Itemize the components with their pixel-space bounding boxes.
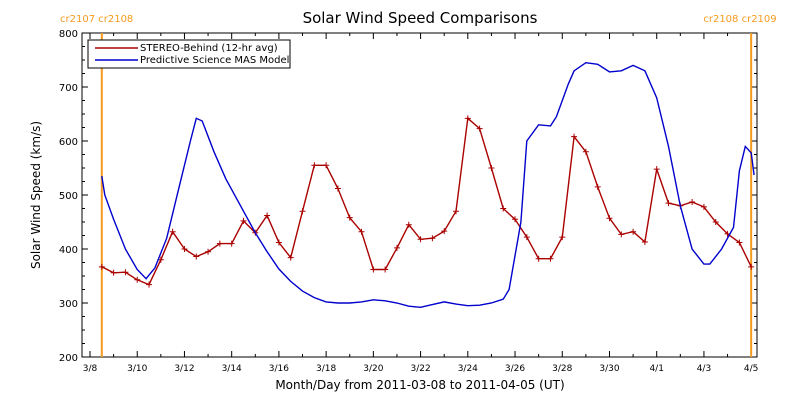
data-point-marker [665, 200, 672, 207]
data-point-marker [405, 221, 412, 228]
data-point-marker [582, 148, 589, 155]
plot-frame [81, 32, 758, 358]
x-tick-label: 4/3 [697, 364, 711, 374]
x-tick-label: 4/1 [649, 364, 663, 374]
data-point-marker [169, 228, 176, 235]
data-point-marker [653, 166, 660, 173]
data-point-marker [488, 165, 495, 171]
data-point-marker [134, 276, 141, 283]
x-tick-label: 3/30 [599, 364, 619, 374]
data-point-marker [358, 228, 365, 235]
x-axis-label: Month/Day from 2011-03-08 to 2011-04-05 … [275, 378, 564, 392]
chart-title: Solar Wind Speed Comparisons [303, 9, 538, 27]
x-tick-label: 3/22 [410, 364, 430, 374]
data-point-marker [275, 239, 282, 246]
data-point-marker [334, 185, 341, 192]
data-point-marker [606, 215, 613, 222]
data-point-marker [547, 255, 554, 262]
data-point-marker [689, 199, 696, 206]
y-tick-label: 800 [59, 29, 78, 40]
x-tick-label: 3/20 [363, 364, 383, 374]
series-layer [98, 61, 755, 309]
data-point-marker [240, 217, 247, 224]
x-tick-label: 3/28 [552, 364, 572, 374]
x-tick-label: 3/26 [505, 364, 525, 374]
y-tick-label: 200 [59, 353, 78, 364]
x-tick-label: 3/8 [83, 364, 98, 374]
data-point-marker [370, 266, 377, 273]
data-point-marker [228, 240, 235, 247]
data-point-marker [193, 253, 200, 260]
x-tick-label: 3/10 [127, 364, 147, 374]
x-tick-label: 3/18 [316, 364, 336, 374]
y-tick-label: 400 [59, 245, 78, 256]
y-tick-label: 700 [59, 83, 78, 94]
data-point-marker [287, 254, 294, 261]
data-point-marker [441, 228, 448, 235]
data-point-marker [181, 246, 188, 252]
data-point-marker [712, 219, 719, 225]
stereo-behind-line [101, 116, 752, 286]
data-point-marker [476, 125, 483, 132]
x-tick-label: 3/14 [222, 364, 242, 374]
data-point-marker [641, 238, 648, 245]
data-point-marker [535, 255, 542, 262]
x-tick-label: 3/16 [269, 364, 289, 374]
data-point-marker [146, 281, 153, 288]
data-point-marker [417, 236, 424, 243]
data-point-marker [264, 212, 271, 219]
data-point-marker [205, 248, 212, 255]
y-tick-label: 300 [59, 299, 78, 310]
data-point-marker [382, 266, 389, 273]
data-point-marker [630, 228, 637, 235]
y-axis-label: Solar Wind Speed (km/s) [29, 121, 43, 269]
data-point-marker [523, 234, 530, 241]
mas-model-line [101, 61, 755, 309]
data-point-marker [512, 216, 519, 223]
x-tick-label: 3/12 [174, 364, 194, 374]
data-point-marker [559, 234, 566, 241]
data-point-marker [453, 208, 460, 215]
data-point-marker [618, 231, 625, 238]
data-point-marker [429, 235, 436, 242]
legend-label-stereo: STEREO-Behind (12-hr avg) [140, 43, 278, 54]
data-point-marker [500, 205, 507, 212]
legend: STEREO-Behind (12-hr avg) Predictive Sci… [87, 39, 291, 69]
legend-label-mas: Predictive Science MAS Model [140, 55, 289, 66]
data-point-marker [323, 162, 330, 169]
axes-layer: 200 300 400 500 600 700 800 3/8 3/10 3/12 3/14 3/16… [59, 29, 758, 374]
data-point-marker [216, 240, 223, 247]
data-point-marker [98, 263, 105, 270]
data-point-marker [594, 183, 601, 190]
data-point-marker [393, 244, 400, 251]
data-point-marker [736, 239, 743, 246]
data-point-marker [464, 115, 471, 122]
carrington-markers: cr2107 cr2108 cr2108 cr2109 [60, 14, 777, 357]
data-point-marker [299, 208, 306, 215]
data-point-marker [700, 203, 707, 210]
legend-box [87, 39, 291, 69]
data-point-marker [110, 269, 117, 276]
data-point-marker [122, 269, 129, 276]
data-point-marker [346, 214, 353, 221]
y-tick-label: 600 [59, 137, 78, 148]
carrington-label: cr2107 cr2108 [60, 14, 133, 25]
x-tick-label: 4/5 [744, 364, 758, 374]
y-tick-label: 500 [59, 191, 78, 202]
data-point-marker [571, 133, 578, 140]
data-point-marker [748, 263, 755, 270]
x-tick-label: 3/24 [458, 364, 478, 374]
data-point-marker [311, 162, 318, 169]
carrington-label: cr2108 cr2109 [703, 14, 776, 25]
